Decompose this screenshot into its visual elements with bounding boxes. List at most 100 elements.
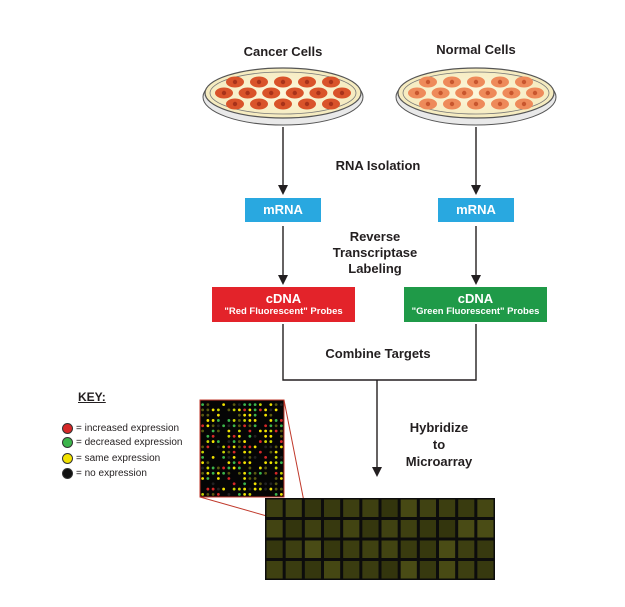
microarray-spot [206, 492, 210, 496]
key-item-decreased: = decreased expression [62, 437, 182, 448]
red-dot-icon [62, 423, 73, 434]
microarray-spot [237, 413, 241, 417]
microarray-spot [237, 466, 241, 470]
cell-nucleus [245, 90, 250, 96]
microarray-spot [258, 450, 262, 454]
microarray-block [458, 561, 475, 579]
cell-nucleus [304, 79, 310, 85]
microarray-spot [232, 466, 236, 470]
microarray-spot [201, 492, 205, 496]
microarray-block [439, 540, 456, 558]
microarray-spot [216, 429, 220, 433]
microarray-spot [248, 445, 252, 449]
microarray-block [266, 520, 283, 538]
cell-nucleus [339, 90, 345, 96]
microarray-spot [248, 471, 252, 475]
microarray-blocks [266, 499, 494, 579]
key-item-increased: = increased expression [62, 423, 179, 434]
microarray-spot [243, 440, 247, 443]
microarray-block [362, 499, 379, 517]
microarray-spot [227, 461, 231, 465]
microarray-spot [216, 424, 220, 428]
cell-nucleus [328, 79, 334, 85]
microarray-spot [248, 434, 252, 438]
black-dot-icon [62, 468, 73, 479]
microarray-spot [216, 471, 220, 475]
microarray-block [458, 499, 475, 517]
microarray-spot [243, 477, 247, 480]
microarray-spot [279, 429, 283, 433]
microarray-spot [222, 456, 226, 459]
normal-cells-dish [395, 67, 557, 126]
microarray-spot [253, 424, 257, 428]
microarray-spot [232, 461, 236, 465]
microarray-spot [227, 445, 231, 449]
microarray-spot [264, 434, 268, 438]
microarray-spot [237, 403, 241, 407]
microarray-spot [274, 403, 278, 407]
microarray-spot [201, 403, 205, 407]
microarray-block [477, 499, 494, 517]
microarray-spot [258, 482, 262, 486]
microarray-spot [269, 413, 273, 417]
microarray-block [362, 540, 379, 558]
microarray-spot [279, 492, 283, 496]
microarray-spot [222, 487, 226, 491]
microarray-spot [253, 471, 257, 475]
microarray-block [343, 520, 360, 538]
cell-nucleus [497, 101, 503, 107]
microarray-spot [237, 429, 241, 433]
microarray-spot [248, 429, 252, 433]
hybridize-line-2: to [432, 437, 446, 452]
microarray-block [304, 520, 321, 538]
microarray-spot [222, 466, 226, 470]
microarray-spot [237, 408, 241, 412]
key-item-same: = same expression [62, 453, 160, 464]
rt-line-3: Labeling [348, 261, 402, 276]
key-label-decreased: = decreased expression [76, 437, 183, 448]
microarray-block [324, 499, 341, 517]
microarray-spot [253, 413, 257, 417]
cell-nucleus [521, 101, 527, 107]
microarray-block [439, 499, 456, 517]
microarray-spot [216, 413, 220, 417]
cell-nucleus [449, 101, 455, 107]
microarray-spot [216, 440, 220, 443]
microarray-spot [243, 456, 247, 459]
microarray-spot [201, 445, 205, 449]
microarray-spot [264, 440, 268, 443]
microarray-spot [227, 419, 231, 422]
microarray-spot [264, 466, 268, 470]
microarray-spot [253, 477, 257, 480]
microarray-block [400, 499, 417, 517]
cell-nucleus [425, 101, 431, 107]
microarray-spot [279, 445, 283, 449]
microarray-block [343, 540, 360, 558]
microarray-spot [232, 487, 236, 491]
yellow-dot-icon [62, 453, 73, 464]
cell-nucleus [462, 90, 467, 96]
microarray-spot [211, 434, 215, 438]
mrna-box-left: mRNA [245, 198, 321, 222]
microarray-spot [253, 434, 257, 438]
microarray-spot [206, 419, 210, 422]
cell-nucleus [256, 101, 262, 107]
microarray-spot [279, 487, 283, 491]
microarray-spot [216, 466, 220, 470]
microarray-spot [253, 482, 257, 486]
microarray-block [381, 561, 398, 579]
cell-nucleus [316, 90, 321, 96]
microarray-block [458, 520, 475, 538]
microarray-spot [232, 434, 236, 438]
microarray-block [304, 561, 321, 579]
microarray-spot [264, 445, 268, 449]
microarray-spot [274, 482, 278, 486]
microarray-block [419, 499, 436, 517]
cell-nucleus [280, 79, 286, 85]
cdna-red-title: cDNA [265, 291, 302, 306]
microarray-spot [243, 492, 247, 496]
cell-nucleus [328, 101, 334, 107]
cdna-green-title: cDNA [457, 291, 494, 306]
microarray-spot [264, 429, 268, 433]
